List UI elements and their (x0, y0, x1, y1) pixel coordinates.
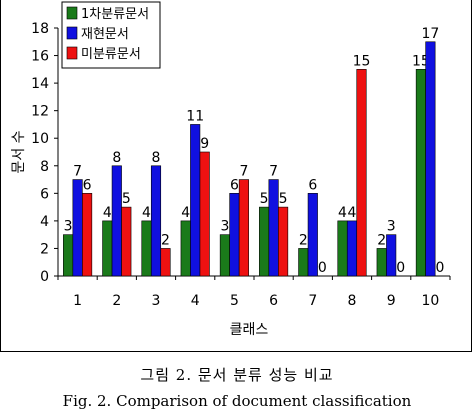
data-label: 7 (239, 164, 248, 180)
bar-series-2 (425, 41, 436, 277)
data-label: 6 (83, 177, 92, 193)
data-label: 7 (73, 164, 82, 180)
bar-series-3 (238, 179, 249, 277)
legend-label: 1차분류문서 (81, 7, 149, 22)
bar-series-2 (190, 124, 201, 277)
legend-swatch (66, 26, 78, 40)
data-label: 7 (269, 164, 278, 180)
x-tick-label: 5 (230, 293, 239, 309)
x-tick-label: 8 (348, 293, 357, 309)
legend-swatch (66, 46, 78, 60)
bar-series-1 (415, 69, 426, 277)
y-tick-label: 2 (40, 241, 49, 257)
data-label: 4 (103, 205, 112, 221)
data-label: 11 (186, 108, 204, 124)
bar-series-1 (141, 220, 152, 277)
data-label: 15 (353, 53, 371, 69)
bar-series-2 (229, 193, 240, 277)
x-tick-label: 4 (191, 293, 200, 309)
bar-series-3 (199, 151, 210, 277)
bar-series-3 (356, 69, 367, 277)
bar-series-1 (219, 234, 230, 277)
y-tick-label: 0 (40, 269, 49, 285)
data-label: 2 (299, 232, 308, 248)
data-label: 0 (396, 260, 405, 276)
data-label: 6 (308, 177, 317, 193)
x-axis-title: 클래스 (230, 322, 269, 338)
data-label: 2 (377, 232, 386, 248)
data-label: 9 (200, 136, 209, 152)
chart-frame (0, 0, 472, 352)
y-tick-label: 10 (31, 131, 49, 147)
bar-series-3 (82, 193, 93, 277)
data-label: 0 (435, 260, 444, 276)
y-axis-title: 문서 수 (11, 130, 27, 173)
bar-series-1 (298, 248, 309, 277)
data-label: 4 (338, 205, 347, 221)
data-label: 8 (152, 150, 161, 166)
x-tick-label: 7 (308, 293, 317, 309)
y-tick-label: 6 (40, 186, 49, 202)
y-tick-label: 14 (31, 76, 49, 92)
bar-series-3 (121, 206, 132, 277)
bar-series-3 (160, 248, 171, 277)
bar-series-2 (346, 220, 358, 277)
bar-series-2 (307, 193, 318, 277)
legend-box (61, 1, 161, 69)
y-tick-label: 16 (31, 49, 49, 65)
bar-series-1 (376, 248, 387, 277)
data-label: 3 (220, 219, 229, 235)
y-tick-label: 4 (40, 214, 49, 230)
data-label: 3 (64, 219, 73, 235)
x-tick-label: 1 (73, 293, 82, 309)
bar-series-1 (180, 220, 191, 277)
x-tick-label: 3 (152, 293, 161, 309)
legend-label: 재현문서 (81, 27, 129, 42)
bar-series-1 (102, 220, 113, 277)
data-label: 4 (181, 205, 190, 221)
x-tick-label: 2 (112, 293, 121, 309)
figure-caption-korean: 그림 2. 문서 분류 성능 비교 (140, 366, 334, 384)
bar-series-2 (111, 165, 122, 277)
bar-series-3 (278, 206, 289, 277)
data-label: 17 (421, 26, 439, 42)
y-tick-label: 12 (31, 104, 49, 120)
legend-label: 미분류문서 (81, 47, 141, 62)
bar-series-2 (268, 179, 279, 277)
data-label: 8 (112, 150, 121, 166)
y-tick-label: 8 (40, 159, 49, 175)
bar-series-2 (386, 234, 397, 277)
bar-series-1 (259, 206, 270, 277)
data-label: 5 (260, 191, 269, 207)
data-label: 5 (279, 191, 288, 207)
data-label: 0 (318, 260, 327, 276)
x-tick-label: 10 (421, 293, 439, 309)
bar-series-1 (337, 220, 348, 277)
legend-swatch (66, 6, 78, 20)
data-label: 4 (142, 205, 151, 221)
data-label: 5 (122, 191, 131, 207)
data-label: 3 (387, 219, 396, 235)
bar-series-2 (72, 179, 83, 277)
bar-series-1 (63, 234, 74, 277)
data-label: 6 (230, 177, 239, 193)
y-tick-label: 18 (31, 21, 49, 37)
figure-caption-english: Fig. 2. Comparison of document classific… (62, 392, 412, 410)
data-label: 4 (348, 205, 357, 221)
bar-series-2 (150, 165, 162, 277)
data-label: 2 (161, 232, 170, 248)
x-tick-label: 6 (269, 293, 278, 309)
x-tick-label: 9 (387, 293, 396, 309)
